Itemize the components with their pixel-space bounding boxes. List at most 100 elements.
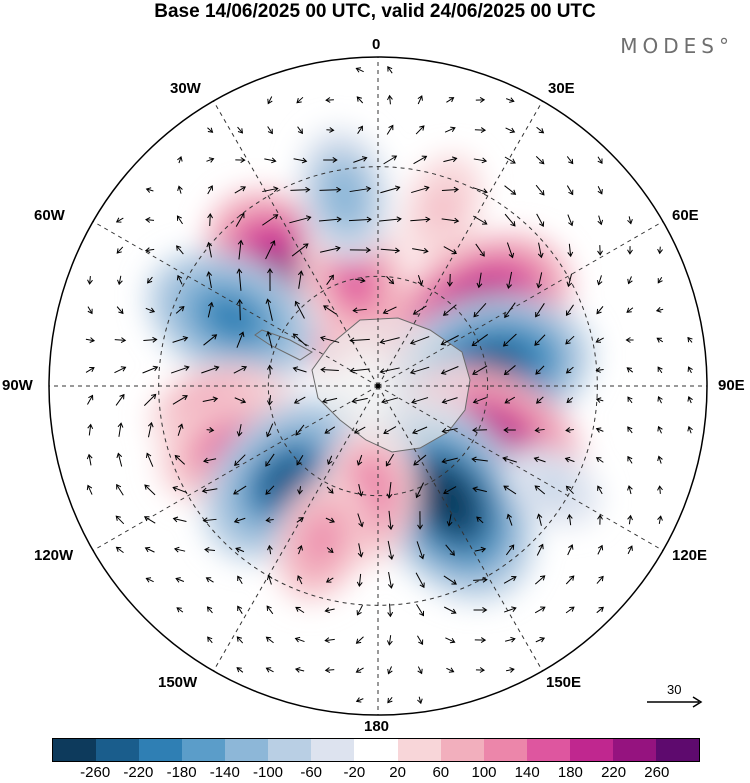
wind-arrow xyxy=(443,575,457,585)
wind-arrow xyxy=(409,366,430,375)
wind-arrow xyxy=(349,186,372,193)
wind-arrow xyxy=(206,427,215,433)
wind-arrow xyxy=(535,155,545,165)
wind-arrow xyxy=(203,334,218,346)
wind-arrow xyxy=(475,97,486,103)
colorbar-swatch xyxy=(440,739,484,761)
colorbar-tick-label: -180 xyxy=(166,764,197,781)
wind-arrow xyxy=(87,423,94,436)
wind-arrow xyxy=(206,606,213,614)
wind-arrow xyxy=(597,156,603,165)
wind-arrow xyxy=(290,186,311,193)
wind-arrow xyxy=(145,577,154,583)
wind-arrow xyxy=(627,485,633,495)
wind-arrow xyxy=(387,66,393,74)
colorbar-tick-label: -260 xyxy=(80,764,111,781)
wind-arrow xyxy=(177,185,183,194)
wind-arrow xyxy=(172,395,188,405)
wind-arrow xyxy=(353,156,368,163)
wind-arrow xyxy=(472,365,488,375)
wind-arrow xyxy=(383,155,398,165)
wind-arrow xyxy=(352,307,367,314)
colorbar-swatch xyxy=(225,739,269,761)
wind-arrow xyxy=(294,300,305,319)
wind-arrow xyxy=(357,484,364,497)
wind-arrow xyxy=(357,125,363,134)
wind-arrow xyxy=(266,395,273,406)
wind-arrow xyxy=(87,306,93,315)
wind-arrow xyxy=(565,575,575,585)
wind-arrow xyxy=(203,457,217,464)
colorbar-tick-label: -60 xyxy=(300,764,323,781)
wind-arrow xyxy=(655,307,664,313)
wind-arrow xyxy=(143,336,158,343)
wind-arrow xyxy=(445,544,455,556)
wind-arrow xyxy=(357,513,364,528)
wind-arrow xyxy=(115,546,124,554)
wind-arrow xyxy=(387,603,394,618)
wind-arrow xyxy=(355,636,364,644)
wind-arrow xyxy=(145,217,155,223)
wind-arrow xyxy=(202,517,217,524)
wind-arrow xyxy=(442,304,457,316)
wind-arrow xyxy=(474,127,487,133)
wind-arrow xyxy=(687,366,693,374)
wind-arrow xyxy=(473,215,488,225)
wind-arrow xyxy=(357,543,364,558)
negative-anomaly xyxy=(260,454,310,504)
wind-arrow xyxy=(387,94,393,105)
wind-arrow xyxy=(627,276,633,285)
colorbar-swatch xyxy=(182,739,226,761)
wind-arrow xyxy=(597,544,604,555)
wind-arrow xyxy=(506,513,513,526)
wind-arrow xyxy=(535,303,545,318)
wind-arrow xyxy=(351,397,368,404)
wind-arrow xyxy=(292,366,307,373)
wind-arrow xyxy=(175,306,185,314)
wind-arrow xyxy=(172,486,187,494)
lon-label-180: 180 xyxy=(364,718,390,735)
wind-arrow xyxy=(417,95,423,105)
wind-arrow xyxy=(565,304,574,316)
wind-arrow xyxy=(115,515,125,525)
wind-arrow xyxy=(536,126,545,134)
wind-arrow xyxy=(85,367,95,373)
wind-arrow xyxy=(567,214,574,227)
wind-arrow xyxy=(319,186,342,193)
wind-arrow xyxy=(412,247,429,254)
colorbar-tick-label: -140 xyxy=(209,764,240,781)
wind-arrow xyxy=(267,364,273,375)
wind-arrow xyxy=(534,427,545,434)
wind-arrow xyxy=(295,606,305,614)
wind-arrow xyxy=(474,546,487,553)
wind-arrow xyxy=(473,576,488,583)
wind-arrow xyxy=(176,215,183,225)
colorbar-swatch xyxy=(569,739,613,761)
colorbar-swatch xyxy=(268,739,312,761)
wind-arrow xyxy=(537,242,544,259)
meridian-line xyxy=(213,100,379,387)
wind-arrow xyxy=(535,184,545,196)
colorbar-swatch xyxy=(139,739,183,761)
wind-arrow xyxy=(472,397,487,404)
wind-arrow xyxy=(506,97,515,103)
wind-arrow xyxy=(266,574,273,585)
wind-arrow xyxy=(296,454,304,466)
wind-arrow xyxy=(144,484,156,496)
wind-arrow xyxy=(506,667,515,673)
wind-arrow xyxy=(143,516,156,524)
wind-arrow xyxy=(326,274,334,286)
negative-anomaly xyxy=(206,297,258,339)
wind-arrow xyxy=(595,337,604,343)
wind-arrow xyxy=(291,243,309,257)
wind-arrow xyxy=(567,544,574,556)
wind-arrow xyxy=(473,157,488,164)
wind-arrow xyxy=(417,666,423,675)
meridian-line xyxy=(213,385,379,672)
wind-arrow xyxy=(174,454,186,465)
colorbar-swatch xyxy=(397,739,441,761)
wind-arrow xyxy=(266,605,274,615)
vector-scale-arrow xyxy=(647,696,703,708)
wind-arrow xyxy=(117,422,124,437)
wind-arrow xyxy=(503,606,517,613)
